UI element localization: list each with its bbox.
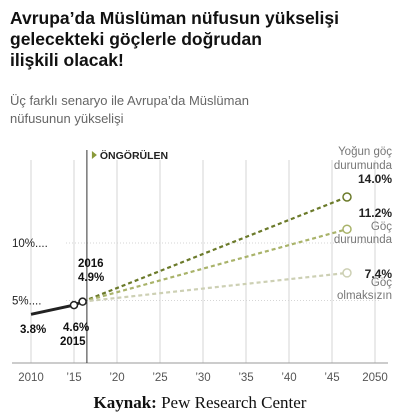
projection-label: ÖNGÖRÜLEN xyxy=(100,149,168,162)
historical-point xyxy=(69,300,79,310)
x-tick-label: 2050 xyxy=(362,372,388,384)
series-end-point-medium xyxy=(342,224,352,234)
series-end-point-zero xyxy=(342,268,352,278)
series-line-medium xyxy=(82,228,348,303)
data-label: 2015 xyxy=(60,336,86,348)
x-tick-label: ’15 xyxy=(66,372,81,384)
source-label: Kaynak: xyxy=(93,393,157,412)
y-tick-label: 10%.... xyxy=(12,238,48,250)
x-tick-label: ’20 xyxy=(109,372,124,384)
data-label: 3.8% xyxy=(20,324,46,336)
line-chart: 2010 ’15 ’20 ’25 ’30 ’35 ’40 ’45 2050 10%.... 5%..… xyxy=(12,146,393,384)
series-end-label-medium: 11.2% xyxy=(359,206,393,220)
data-label: 2016 xyxy=(78,258,104,270)
x-tick-label: ’45 xyxy=(324,372,339,384)
series-line-zero xyxy=(82,271,348,303)
data-label: 4.9% xyxy=(78,272,104,284)
chart-subtitle-line: nüfusunun yükselişi xyxy=(10,111,124,126)
source-value: Pew Research Center xyxy=(161,393,307,412)
series-name-high: durumunda xyxy=(334,160,393,172)
x-tick-label: 2010 xyxy=(18,372,44,384)
chart-title-line: gelecekteki göçlerle doğrudan xyxy=(10,29,262,49)
series-end-point-high xyxy=(342,192,352,202)
chart-subtitle: Üç farklı senaryo ile Avrupa’da Müslüman… xyxy=(10,92,370,128)
series-end-label-high: 14.0% xyxy=(358,172,392,186)
x-tick-label: ’35 xyxy=(238,372,253,384)
projection-arrow-icon xyxy=(91,151,97,159)
x-tick-label: ’25 xyxy=(152,372,167,384)
series-line-high xyxy=(82,195,348,303)
series-end-label-zero: 7.4% xyxy=(365,267,393,281)
series-name-high: Yoğun göç xyxy=(338,146,392,158)
chart-subtitle-line: Üç farklı senaryo ile Avrupa’da Müslüman xyxy=(10,93,249,108)
series-name-medium: Göç xyxy=(371,221,392,233)
x-tick-label: ’40 xyxy=(281,372,296,384)
chart-title-line: ilişkili olacak! xyxy=(10,50,124,70)
x-tick-label: ’30 xyxy=(195,372,210,384)
series-name-medium: durumunda xyxy=(334,234,393,246)
series-name-zero: Göç xyxy=(371,277,392,289)
source-credit: Kaynak: Pew Research Center xyxy=(0,393,400,413)
chart-title-line: Avrupa’da Müslüman nüfusun yükselişi xyxy=(10,8,339,28)
historical-point xyxy=(78,297,87,306)
y-tick-label: 5%.... xyxy=(12,296,41,308)
data-label: 4.6% xyxy=(63,322,89,334)
series-name-zero: olmaksızın xyxy=(337,290,392,302)
chart-title: Avrupa’da Müslüman nüfusun yükselişi gel… xyxy=(10,8,394,71)
